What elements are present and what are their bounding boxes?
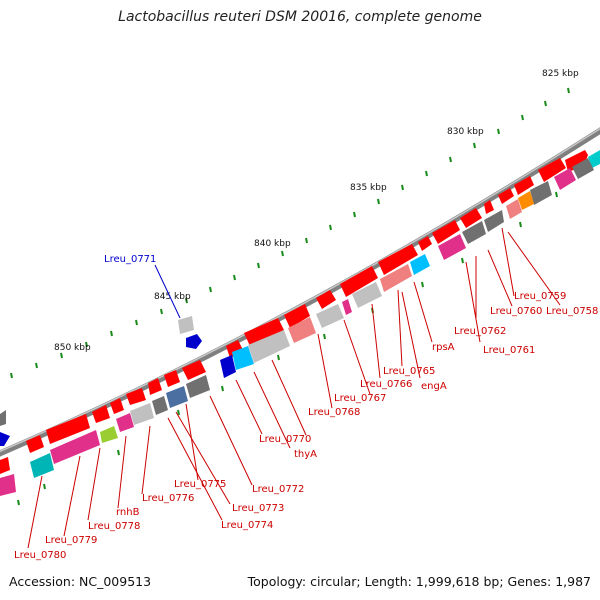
- gene-label: thyA: [294, 449, 317, 460]
- gene-label: rnhB: [116, 507, 140, 518]
- gene-arrow: [126, 388, 146, 405]
- gene-label: Lreu_0767: [334, 393, 386, 404]
- gene-arrow: [164, 370, 180, 387]
- kbp-label: 830 kbp: [447, 127, 484, 137]
- gene-arrow: [514, 176, 534, 195]
- accession-text: Accession: NC_009513: [9, 574, 152, 589]
- map-title: Lactobacillus reuteri DSM 20016, complet…: [118, 9, 482, 25]
- kbp-label: 825 kbp: [542, 69, 579, 79]
- gene-arrow: [432, 220, 460, 244]
- gene-label: Lreu_0762: [454, 326, 506, 337]
- gene-label: Lreu_0759: [514, 291, 566, 302]
- gene-arrow: [110, 398, 124, 414]
- scale-ticks: [10, 87, 570, 379]
- genome-stats-text: Topology: circular; Length: 1,999,618 bp…: [247, 574, 591, 589]
- gene-arrow: [244, 318, 284, 346]
- gene-arrow: [538, 158, 566, 182]
- gene-arrow: [498, 188, 514, 204]
- gene-arrow: [316, 290, 336, 309]
- gene-label: Lreu_0772: [252, 484, 304, 495]
- gene-arrow: [92, 405, 110, 423]
- gene-label: Lreu_0779: [45, 535, 97, 546]
- gene-label: Lreu_0768: [308, 407, 360, 418]
- gene-label: Lreu_0760: [490, 306, 542, 317]
- gene-label: Lreu_0766: [360, 379, 412, 390]
- gene-arrow: [484, 200, 494, 214]
- gene-label: Lreu_0778: [88, 521, 140, 532]
- gene-label: Lreu_0758: [546, 306, 598, 317]
- highlighted-gene: [186, 334, 202, 349]
- gene-label: rpsA: [432, 342, 455, 353]
- gene-label: Lreu_0780: [14, 550, 66, 561]
- gene-arrow: [460, 208, 482, 228]
- gene-arrow: [148, 378, 162, 395]
- kbp-label: 845 kbp: [154, 292, 191, 302]
- gene-label: Lreu_0774: [221, 520, 273, 531]
- kbp-label: 840 kbp: [254, 239, 291, 249]
- gene-label: Lreu_0761: [483, 345, 535, 356]
- label-leader-lines: [27, 227, 561, 549]
- reverse-strand-genes: [0, 150, 600, 496]
- gene-label: engA: [421, 381, 447, 392]
- gene-label: Lreu_0775: [174, 479, 226, 490]
- gene-arrow: [182, 360, 206, 380]
- gene-arrow: [26, 435, 44, 453]
- gene-arrow: [284, 304, 310, 328]
- gene-arrow: [46, 414, 90, 444]
- gene-arrow: [378, 244, 418, 275]
- gene-label: Lreu_0765: [383, 366, 435, 377]
- kbp-label: 850 kbp: [54, 343, 91, 353]
- gene-arrow: [0, 457, 10, 474]
- forward-strand-genes: [0, 150, 588, 474]
- gene-label: Lreu_0771: [104, 254, 156, 265]
- gene-label: Lreu_0776: [142, 493, 194, 504]
- gene-label: Lreu_0770: [259, 434, 311, 445]
- gene-label: Lreu_0773: [232, 503, 284, 514]
- gene-arrow: [418, 236, 432, 251]
- kbp-label: 835 kbp: [350, 183, 387, 193]
- gene-arrow: [340, 266, 378, 297]
